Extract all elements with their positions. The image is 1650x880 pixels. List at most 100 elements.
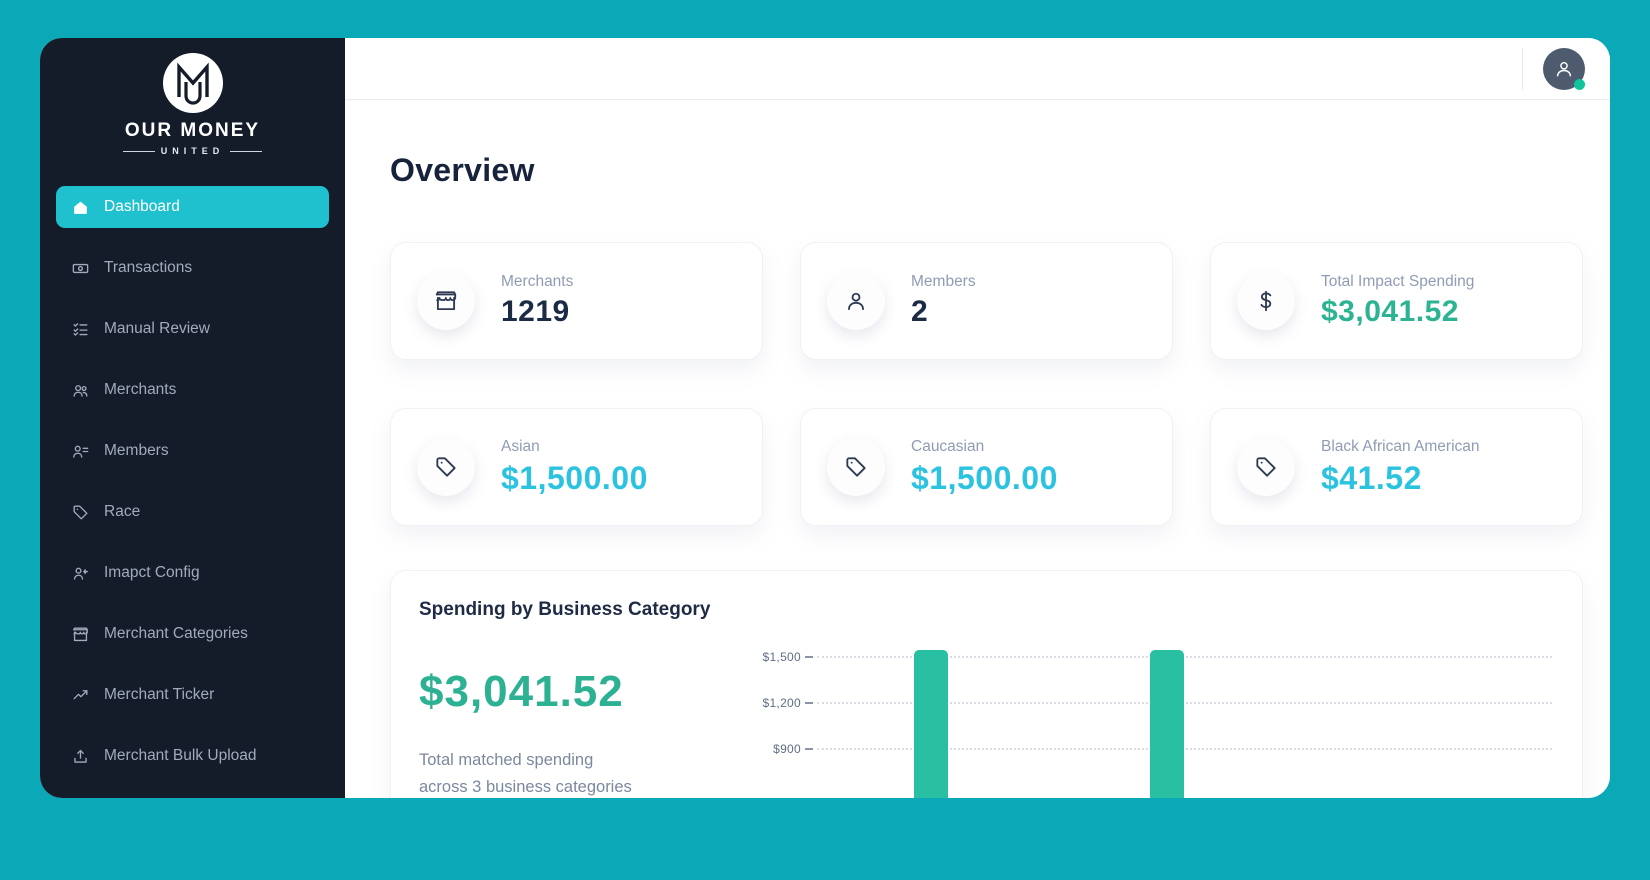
sidebar-item-manual-review[interactable]: Manual Review xyxy=(56,308,329,350)
sidebar-item-label: Manual Review xyxy=(104,320,210,337)
card-merchants: Merchants 1219 xyxy=(390,242,763,360)
brand-name: OUR MONEY xyxy=(124,120,261,141)
card-caucasian: Caucasian $1,500.00 xyxy=(800,408,1173,526)
tag-icon xyxy=(70,502,90,522)
user-icon xyxy=(1556,61,1572,76)
tick-mark xyxy=(805,702,813,704)
sidebar-item-merchant-bulk-upload[interactable]: Merchant Bulk Upload xyxy=(56,735,329,777)
stat-cards-row: Merchants 1219 Members 2 Total Impact Spendi… xyxy=(390,242,1583,360)
chart-summary: $3,041.52 Total matched spending across … xyxy=(419,649,749,798)
sidebar-item-label: Transactions xyxy=(104,259,193,276)
card-label: Caucasian xyxy=(911,437,985,455)
gridline-900: $900 xyxy=(749,742,1552,756)
avatar-button[interactable] xyxy=(1543,47,1585,90)
divider xyxy=(230,150,263,152)
home-icon xyxy=(70,197,90,217)
card-value: $1,500.00 xyxy=(501,459,648,496)
chart-body: $3,041.52 Total matched spending across … xyxy=(419,649,1552,798)
gridline-1500: $1,500 xyxy=(749,650,1552,664)
dotted-gridline xyxy=(817,748,1552,750)
category-bar-1 xyxy=(914,649,948,798)
y-axis-tick-label: $1,500 xyxy=(762,650,801,664)
dashboard-content: Overview Merchants 1219 Members 2 Total Impa… xyxy=(345,100,1610,798)
sidebar-item-merchants[interactable]: Merchants xyxy=(56,369,329,411)
card-value: $1,500.00 xyxy=(911,459,1058,496)
tick-mark xyxy=(805,748,813,750)
card-value: 1219 xyxy=(501,295,570,328)
card-asian: Asian $1,500.00 xyxy=(390,408,763,526)
tag-icon xyxy=(417,438,475,496)
bar-chart: $1,500 $1,200 $900 xyxy=(749,649,1552,798)
sidebar-item-transactions[interactable]: Transactions xyxy=(56,247,329,289)
storefront-icon xyxy=(417,272,475,330)
card-label: Members xyxy=(911,273,976,290)
dotted-gridline xyxy=(817,656,1552,658)
brand: OUR MONEY UNITED xyxy=(40,52,345,156)
sidebar-item-imapct-config[interactable]: Imapct Config xyxy=(56,552,329,594)
chart-total-value: $3,041.52 xyxy=(419,667,624,716)
tag-icon xyxy=(827,438,885,496)
brand-subname: UNITED xyxy=(40,146,345,156)
banknote-icon xyxy=(70,258,90,278)
sidebar-item-label: Merchant Bulk Upload xyxy=(104,747,257,764)
main-area: Overview Merchants 1219 Members 2 Total Impa… xyxy=(345,38,1610,798)
sidebar-nav: Dashboard Transactions Manual Review Mercha… xyxy=(40,186,345,777)
card-total-impact-spending: Total Impact Spending $3,041.52 xyxy=(1210,242,1583,360)
sidebar: OUR MONEY UNITED Dashboard Transactions Ma… xyxy=(40,38,345,798)
sidebar-item-merchant-categories[interactable]: Merchant Categories xyxy=(56,613,329,655)
divider xyxy=(122,150,155,152)
app-window: OUR MONEY UNITED Dashboard Transactions Ma… xyxy=(40,38,1610,798)
sidebar-item-merchant-ticker[interactable]: Merchant Ticker xyxy=(56,674,329,716)
people-icon xyxy=(70,380,90,400)
storefront-icon xyxy=(70,624,90,644)
sidebar-item-label: Merchants xyxy=(104,381,177,398)
card-label: Black African American xyxy=(1321,437,1480,455)
tag-icon xyxy=(1237,438,1295,496)
card-text: Members 2 xyxy=(911,273,976,329)
card-value: 2 xyxy=(911,295,929,328)
sidebar-item-label: Members xyxy=(104,442,169,459)
sidebar-item-race[interactable]: Race xyxy=(56,491,329,533)
category-bar-2 xyxy=(1150,649,1184,798)
y-axis-tick-label: $1,200 xyxy=(762,696,801,710)
trend-up-icon xyxy=(70,685,90,705)
topbar xyxy=(345,38,1610,100)
sidebar-item-label: Merchant Ticker xyxy=(104,686,215,703)
card-members: Members 2 xyxy=(800,242,1173,360)
checklist-icon xyxy=(70,319,90,339)
chart-title: Spending by Business Category xyxy=(419,599,711,620)
dollar-icon xyxy=(1237,272,1295,330)
card-value: $3,041.52 xyxy=(1321,295,1459,328)
tick-mark xyxy=(805,656,813,658)
sidebar-item-members[interactable]: Members xyxy=(56,430,329,472)
our-money-united-monogram-icon xyxy=(162,53,223,113)
card-label: Total Impact Spending xyxy=(1321,273,1475,290)
sidebar-item-label: Dashboard xyxy=(104,198,180,215)
sidebar-item-label: Imapct Config xyxy=(104,564,200,581)
page-title: Overview xyxy=(390,152,535,188)
user-icon xyxy=(827,272,885,330)
dotted-gridline xyxy=(817,702,1552,704)
card-text: Total Impact Spending $3,041.52 xyxy=(1321,273,1474,329)
sidebar-item-label: Merchant Categories xyxy=(104,625,248,642)
card-label: Merchants xyxy=(501,273,574,290)
upload-icon xyxy=(70,746,90,766)
card-label: Asian xyxy=(501,437,540,455)
y-axis-tick-label: $900 xyxy=(773,742,801,756)
topbar-divider xyxy=(1522,47,1523,90)
card-text: Black African American $41.52 xyxy=(1321,438,1480,497)
card-text: Asian $1,500.00 xyxy=(501,438,648,497)
race-cards-row: Asian $1,500.00 Caucasian $1,500.00 Black Af… xyxy=(390,408,1583,526)
card-text: Caucasian $1,500.00 xyxy=(911,438,1058,497)
chart-subtitle: Total matched spending across 3 business… xyxy=(419,751,632,797)
spending-chart-card: Spending by Business Category $3,041.52 … xyxy=(390,570,1583,798)
person-gear-icon xyxy=(70,563,90,583)
card-black-african-american: Black African American $41.52 xyxy=(1210,408,1583,526)
online-status-dot xyxy=(1574,78,1585,90)
card-value: $41.52 xyxy=(1321,459,1422,496)
card-text: Merchants 1219 xyxy=(501,273,573,329)
sidebar-item-label: Race xyxy=(104,503,141,520)
person-list-icon xyxy=(70,441,90,461)
gridline-1200: $1,200 xyxy=(749,696,1552,710)
sidebar-item-dashboard[interactable]: Dashboard xyxy=(56,186,329,228)
